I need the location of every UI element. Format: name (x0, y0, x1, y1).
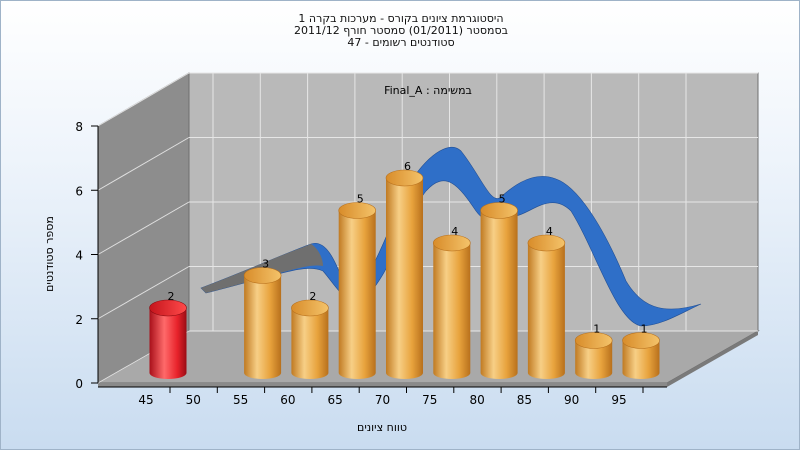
gridline-side (97, 72, 190, 127)
bar: 4 (432, 225, 471, 379)
x-tick-label: 75 (422, 393, 437, 407)
bar-body (527, 243, 565, 379)
bar-top (432, 234, 471, 252)
x-tick-label: 45 (138, 393, 153, 407)
bar-top (385, 169, 424, 187)
x-tick-label: 55 (233, 393, 248, 407)
floor-side-edge (667, 331, 758, 387)
x-tick-label: 65 (328, 393, 343, 407)
gridline-side (97, 137, 190, 191)
bar: 2 (291, 290, 329, 379)
y-tick-label: 4 (75, 249, 83, 263)
gridline-side (97, 266, 190, 320)
chart-title-line-1: היסטוגרמת ציונים בקורס - מערכות בקרה 1 (298, 12, 504, 25)
bar: 2 (149, 290, 187, 379)
bar-body (575, 340, 613, 379)
bar-body (149, 308, 187, 379)
x-tick-label: 95 (611, 393, 626, 407)
x-tick-label: 90 (564, 393, 579, 407)
y-tick-label: 8 (75, 120, 83, 134)
bar: 1 (622, 323, 660, 379)
bar-value-label: 4 (451, 225, 458, 238)
bar: 4 (527, 225, 566, 379)
bar-body (433, 243, 471, 379)
bar-value-label: 5 (357, 193, 364, 206)
x-tick-label: 60 (280, 393, 295, 407)
chart-title-line-2: בסמסטר (01/2011) סמסטר חורף 2011/12 (294, 24, 508, 37)
bar-value-label: 2 (309, 290, 316, 303)
bar-top (149, 299, 187, 317)
y-tick-label: 0 (75, 377, 83, 391)
bar-value-label: 1 (593, 323, 600, 336)
x-tick-label: 85 (517, 393, 532, 407)
bar-top (243, 267, 282, 284)
bar: 5 (338, 193, 377, 379)
bar-value-label: 2 (168, 290, 175, 303)
bar-value-label: 1 (641, 323, 648, 336)
y-axis: 0 2 4 6 8 (75, 120, 99, 391)
y-axis-label: מספר סטודנטים (43, 216, 56, 292)
bar-value-label: 6 (404, 160, 411, 173)
bar: 1 (574, 323, 613, 379)
bar-body (338, 210, 376, 379)
x-axis-label: טווח ציונים (357, 421, 407, 434)
bar-value-label: 4 (546, 225, 553, 238)
bar-value-label: 3 (262, 258, 269, 271)
x-tick-label: 50 (186, 393, 201, 407)
y-tick-label: 2 (75, 313, 83, 327)
bar-top (338, 202, 377, 219)
chart-title-line-3: סטודנטים רשומים - 47 (347, 36, 455, 49)
chart-subtitle: Final_A : במשימה (384, 84, 472, 97)
bar-body (480, 210, 518, 379)
bar-value-label: 5 (499, 193, 506, 206)
bar-body (622, 340, 660, 379)
bar-top (480, 202, 518, 219)
x-axis: 45 50 55 60 65 70 75 80 85 90 95 (98, 386, 667, 407)
x-tick-label: 80 (469, 393, 484, 407)
bar-body (291, 308, 329, 379)
bar: 6 (385, 160, 424, 379)
bar-top (291, 299, 329, 317)
bar-body (386, 178, 423, 379)
gridline-side (97, 201, 190, 255)
bar-top (574, 332, 613, 349)
bar-top (622, 332, 660, 349)
bar: 5 (480, 193, 518, 379)
floor-front-edge (98, 383, 667, 387)
bar-body (244, 275, 282, 379)
bar-top (527, 234, 566, 252)
x-tick-label: 70 (375, 393, 390, 407)
bars-group: 2 3 2 5 6 4 5 4 1 1 (149, 160, 660, 379)
bar: 3 (243, 258, 282, 379)
y-tick-label: 6 (75, 184, 83, 198)
